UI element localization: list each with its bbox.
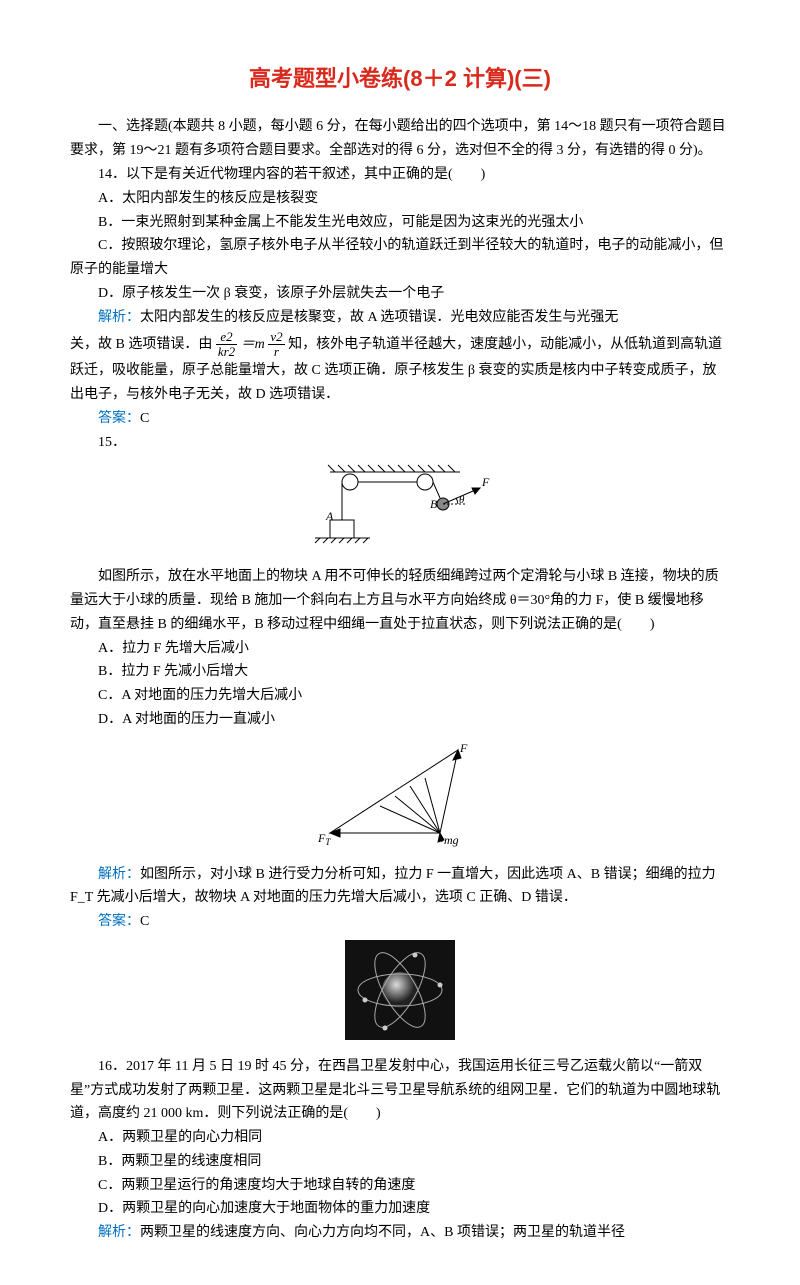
- q14-option-a: A．太阳内部发生的核反应是核裂变: [70, 187, 730, 211]
- q15-ans-text: 如图所示，对小球 B 进行受力分析可知，拉力 F 一直增大，因此选项 A、B 错…: [70, 867, 716, 906]
- q14-option-c: C．按照玻尔理论，氢原子核外电子从半径较小的轨道跃迁到半径较大的轨道时，电子的动…: [70, 234, 730, 282]
- frac-eq: ＝m: [241, 337, 265, 352]
- page-title: 高考题型小卷练(8＋2 计算)(三): [70, 60, 730, 97]
- fraction-2: v2r: [268, 330, 284, 360]
- fraction-1: e2kr2: [216, 330, 237, 360]
- q15-option-d: D．A 对地面的压力一直减小: [70, 708, 730, 732]
- svg-text:F: F: [459, 741, 468, 755]
- q16-figure: [70, 940, 730, 1049]
- analysis-label: 解析：: [98, 867, 140, 882]
- q14-ans-part1: 太阳内部发生的核反应是核聚变，故 A 选项错误．光电效应能否发生与光强无: [140, 310, 618, 325]
- analysis-label: 解析：: [98, 1225, 140, 1240]
- svg-text:A: A: [325, 509, 334, 523]
- answer-label: 答案：: [98, 411, 140, 426]
- section-intro: 一、选择题(本题共 8 小题，每小题 6 分，在每小题给出的四个选项中，第 14…: [70, 115, 730, 163]
- q14-answer-line: 答案：C: [70, 407, 730, 431]
- analysis-label: 解析：: [98, 310, 140, 325]
- q15-answer: C: [140, 914, 149, 929]
- q14-option-d: D．原子核发生一次 β 衰变，该原子外层就失去一个电子: [70, 282, 730, 306]
- q15-stem: 如图所示，放在水平地面上的物块 A 用不可伸长的轻质细绳跨过两个定滑轮与小球 B…: [70, 565, 730, 636]
- svg-text:B: B: [430, 497, 438, 511]
- q15-figure-2: F FT mg: [70, 738, 730, 857]
- q15-analysis: 解析：如图所示，对小球 B 进行受力分析可知，拉力 F 一直增大，因此选项 A、…: [70, 863, 730, 911]
- answer-label: 答案：: [98, 914, 140, 929]
- q16-option-b: B．两颗卫星的线速度相同: [70, 1150, 730, 1174]
- q15-number: 15．: [70, 431, 730, 455]
- svg-text:F: F: [481, 475, 490, 489]
- q16-stem: 16．2017 年 11 月 5 日 19 时 45 分，在西昌卫星发射中心，我…: [70, 1055, 730, 1126]
- q16-option-c: C．两颗卫星运行的角速度均大于地球自转的角速度: [70, 1174, 730, 1198]
- q14-analysis-cont: 关，故 B 选项错误．由 e2kr2 ＝m v2r 知，核外电子轨道半径越大，速…: [70, 330, 730, 407]
- q14-stem: 14．以下是有关近代物理内容的若干叙述，其中正确的是( ): [70, 163, 730, 187]
- q16-option-d: D．两颗卫星的向心加速度大于地面物体的重力加速度: [70, 1197, 730, 1221]
- q15-figure-1: A B F θ: [70, 460, 730, 559]
- q14-option-b: B．一束光照射到某种金属上不能发生光电效应，可能是因为这束光的光强太小: [70, 211, 730, 235]
- q14-answer: C: [140, 411, 149, 426]
- q14-analysis: 解析：太阳内部发生的核反应是核聚变，故 A 选项错误．光电效应能否发生与光强无: [70, 306, 730, 330]
- q15-answer-line: 答案：C: [70, 910, 730, 934]
- q16-ans-text: 两颗卫星的线速度方向、向心力方向均不同，A、B 项错误；两卫星的轨道半径: [140, 1225, 625, 1240]
- q14-ans2-pre: 关，故 B 选项错误．由: [70, 337, 212, 352]
- q15-option-c: C．A 对地面的压力先增大后减小: [70, 684, 730, 708]
- q16-analysis: 解析：两颗卫星的线速度方向、向心力方向均不同，A、B 项错误；两卫星的轨道半径: [70, 1221, 730, 1245]
- svg-text:mg: mg: [444, 833, 459, 847]
- svg-text:θ: θ: [459, 494, 465, 506]
- q15-option-a: A．拉力 F 先增大后减小: [70, 637, 730, 661]
- q15-option-b: B．拉力 F 先减小后增大: [70, 660, 730, 684]
- q16-option-a: A．两颗卫星的向心力相同: [70, 1126, 730, 1150]
